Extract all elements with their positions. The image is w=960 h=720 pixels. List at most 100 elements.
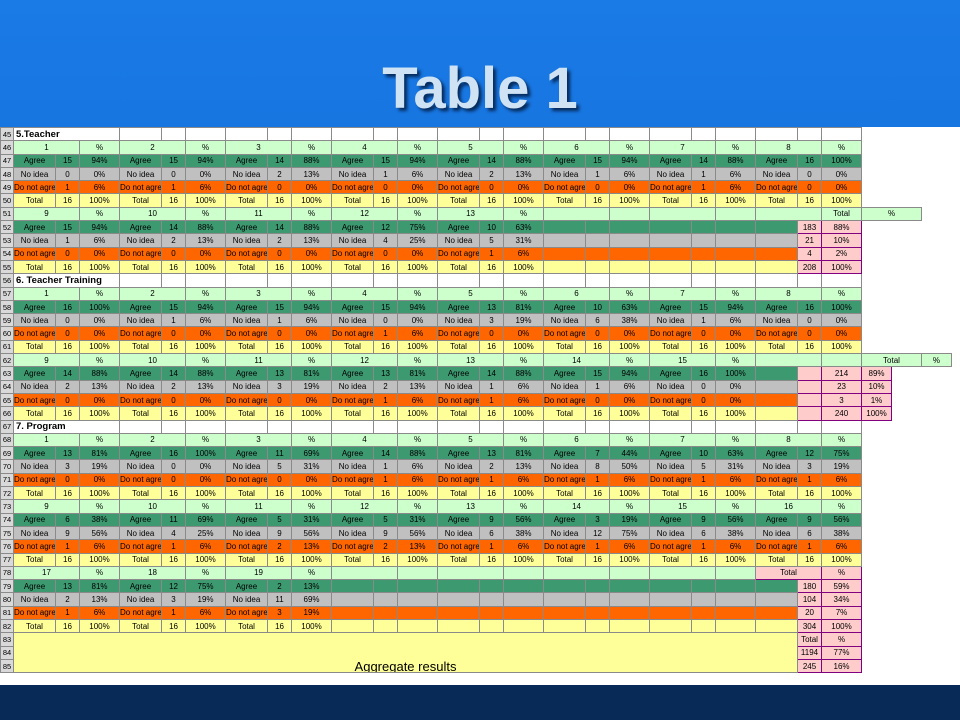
data-cell: Total bbox=[331, 552, 375, 567]
data-cell: Agree bbox=[649, 299, 693, 315]
data-cell: 240 bbox=[821, 406, 863, 421]
empty-cell bbox=[373, 126, 399, 142]
data-cell: 104 bbox=[797, 592, 823, 607]
empty-cell bbox=[715, 605, 757, 620]
empty-cell bbox=[755, 419, 799, 434]
data-cell: 25% bbox=[185, 525, 227, 541]
data-cell: 19% bbox=[821, 459, 863, 474]
data-cell: 15 bbox=[267, 299, 293, 315]
column-header: % bbox=[78, 286, 121, 301]
data-cell: 75% bbox=[185, 579, 227, 594]
data-cell: 1 bbox=[55, 605, 80, 620]
data-cell: 16 bbox=[373, 259, 399, 275]
data-cell: Agree bbox=[331, 153, 375, 168]
column-header: % bbox=[78, 432, 121, 448]
data-cell: No idea bbox=[13, 525, 56, 541]
data-cell: 5 bbox=[691, 459, 717, 474]
data-cell: 38% bbox=[715, 525, 757, 541]
data-cell: 16 bbox=[373, 193, 399, 208]
data-cell: Total bbox=[543, 552, 587, 567]
data-cell: 56% bbox=[503, 512, 545, 527]
data-cell: 0 bbox=[797, 166, 823, 182]
column-header: 12 bbox=[331, 499, 399, 514]
data-cell: Agree bbox=[331, 366, 375, 381]
column-header: % bbox=[78, 499, 121, 514]
data-cell: 16 bbox=[479, 486, 505, 501]
data-cell: 38% bbox=[78, 512, 121, 527]
data-cell: 1 bbox=[373, 326, 399, 341]
data-cell: No idea bbox=[649, 379, 693, 394]
data-cell: 16 bbox=[267, 259, 293, 275]
data-cell: 0 bbox=[55, 313, 80, 328]
data-cell: 16 bbox=[161, 259, 187, 275]
data-cell: Agree bbox=[13, 446, 56, 461]
data-cell: 75% bbox=[397, 220, 439, 235]
data-cell: 6% bbox=[78, 233, 121, 248]
empty-cell bbox=[649, 419, 693, 434]
data-cell: 13% bbox=[78, 379, 121, 394]
data-cell: No idea bbox=[543, 379, 587, 394]
sheet-row-79: 79 Agree 13 81% Agree 12 75% Agree 2 13% 180 59% bbox=[0, 579, 952, 594]
empty-cell bbox=[649, 592, 693, 607]
data-cell: 94% bbox=[78, 220, 121, 235]
data-cell: 0 bbox=[161, 392, 187, 408]
data-cell: Do not agree bbox=[649, 472, 693, 488]
data-cell: Do not agree bbox=[755, 180, 799, 195]
data-cell: 16 bbox=[267, 486, 293, 501]
empty-cell bbox=[161, 419, 187, 434]
data-cell: 0% bbox=[185, 246, 227, 261]
column-header: 19 bbox=[225, 565, 293, 581]
empty-cell bbox=[585, 579, 611, 594]
data-cell: 304 bbox=[797, 618, 823, 634]
data-cell: 2 bbox=[161, 233, 187, 248]
data-cell: 14 bbox=[267, 220, 293, 235]
data-cell: 9 bbox=[267, 525, 293, 541]
column-header: Total bbox=[821, 206, 863, 222]
data-cell: 16 bbox=[479, 259, 505, 275]
column-header: 6 bbox=[543, 140, 611, 155]
data-cell: 56% bbox=[291, 525, 333, 541]
column-header: % bbox=[78, 353, 121, 368]
data-cell: Agree bbox=[225, 512, 269, 527]
data-cell: Agree bbox=[437, 220, 481, 235]
data-cell: 16 bbox=[373, 406, 399, 421]
data-cell: Do not agree bbox=[331, 392, 375, 408]
data-cell: 100% bbox=[397, 259, 439, 275]
data-cell: 16 bbox=[691, 339, 717, 355]
empty-cell bbox=[331, 592, 375, 607]
data-cell: 0% bbox=[821, 180, 863, 195]
data-cell: 16 bbox=[55, 339, 80, 355]
data-cell: 0 bbox=[585, 392, 611, 408]
data-cell: 69% bbox=[291, 592, 333, 607]
empty-cell bbox=[543, 259, 587, 275]
data-cell: No idea bbox=[437, 379, 481, 394]
data-cell: 6% bbox=[397, 166, 439, 182]
data-cell: 100% bbox=[503, 259, 545, 275]
data-cell: 81% bbox=[78, 446, 121, 461]
sheet-row-51: 51 9% 10% 11% 12% 13% Total% bbox=[0, 206, 952, 222]
data-cell: 180 bbox=[797, 579, 823, 594]
column-header: % bbox=[715, 140, 757, 155]
data-cell: Agree bbox=[543, 299, 587, 315]
row-number: 72 bbox=[0, 486, 14, 501]
data-cell: 56% bbox=[78, 525, 121, 541]
data-cell: Total bbox=[649, 552, 693, 567]
empty-cell bbox=[715, 592, 757, 607]
empty-cell bbox=[755, 126, 799, 142]
data-cell: Do not agree bbox=[13, 605, 56, 620]
data-cell: Do not agree bbox=[13, 326, 56, 341]
data-cell: 16 bbox=[55, 552, 80, 567]
data-cell: Total bbox=[437, 193, 481, 208]
data-cell: 1 bbox=[691, 313, 717, 328]
empty-cell bbox=[715, 246, 757, 261]
spreadsheet: 45 5.Teacher 46 1% 2% 3% 4% 5% 6% 7% 8% 47 Agree 15 94… bbox=[0, 126, 960, 685]
data-cell: No idea bbox=[119, 592, 163, 607]
data-cell: Do not agree bbox=[331, 539, 375, 554]
data-cell: 0% bbox=[185, 166, 227, 182]
column-header: % bbox=[503, 432, 545, 448]
data-cell: No idea bbox=[13, 233, 56, 248]
column-header: 11 bbox=[225, 499, 293, 514]
data-cell: 100% bbox=[185, 618, 227, 634]
data-cell: Agree bbox=[13, 153, 56, 168]
data-cell: 1 bbox=[479, 472, 505, 488]
